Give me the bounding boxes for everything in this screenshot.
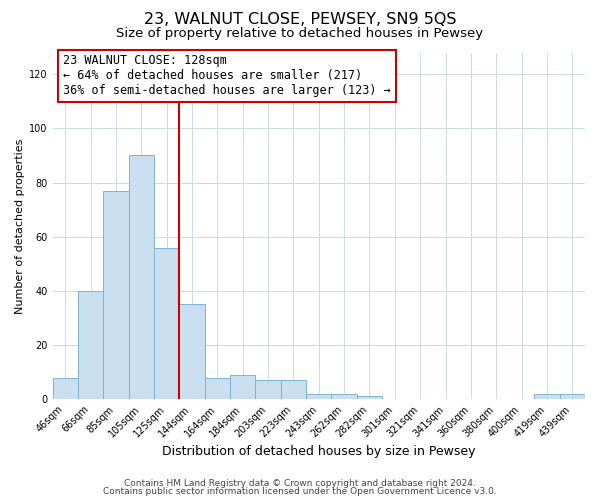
Bar bbox=[78, 291, 103, 399]
Bar bbox=[128, 156, 154, 399]
Text: 23 WALNUT CLOSE: 128sqm
← 64% of detached houses are smaller (217)
36% of semi-d: 23 WALNUT CLOSE: 128sqm ← 64% of detache… bbox=[63, 54, 391, 97]
Text: Contains HM Land Registry data © Crown copyright and database right 2024.: Contains HM Land Registry data © Crown c… bbox=[124, 478, 476, 488]
Bar bbox=[154, 248, 179, 399]
Text: Size of property relative to detached houses in Pewsey: Size of property relative to detached ho… bbox=[116, 28, 484, 40]
Bar bbox=[357, 396, 382, 399]
Bar bbox=[256, 380, 281, 399]
Bar bbox=[179, 304, 205, 399]
Bar bbox=[281, 380, 306, 399]
Bar bbox=[306, 394, 331, 399]
Bar bbox=[230, 375, 256, 399]
Text: 23, WALNUT CLOSE, PEWSEY, SN9 5QS: 23, WALNUT CLOSE, PEWSEY, SN9 5QS bbox=[144, 12, 456, 28]
Bar bbox=[331, 394, 357, 399]
Text: Contains public sector information licensed under the Open Government Licence v3: Contains public sector information licen… bbox=[103, 487, 497, 496]
X-axis label: Distribution of detached houses by size in Pewsey: Distribution of detached houses by size … bbox=[162, 444, 476, 458]
Bar bbox=[53, 378, 78, 399]
Bar bbox=[534, 394, 560, 399]
Bar bbox=[205, 378, 230, 399]
Bar bbox=[560, 394, 585, 399]
Bar bbox=[103, 190, 128, 399]
Y-axis label: Number of detached properties: Number of detached properties bbox=[15, 138, 25, 314]
